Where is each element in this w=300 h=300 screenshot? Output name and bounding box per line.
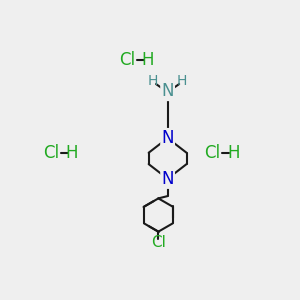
Text: H: H — [148, 74, 158, 88]
Text: H: H — [227, 144, 240, 162]
Text: N: N — [161, 82, 174, 100]
Text: Cl: Cl — [205, 144, 221, 162]
Text: H: H — [142, 51, 154, 69]
Text: H: H — [65, 144, 78, 162]
Text: Cl: Cl — [43, 144, 59, 162]
Text: Cl: Cl — [119, 51, 135, 69]
Text: N: N — [161, 170, 174, 188]
Text: N: N — [161, 129, 174, 147]
Text: H: H — [177, 74, 187, 88]
Text: Cl: Cl — [151, 235, 166, 250]
